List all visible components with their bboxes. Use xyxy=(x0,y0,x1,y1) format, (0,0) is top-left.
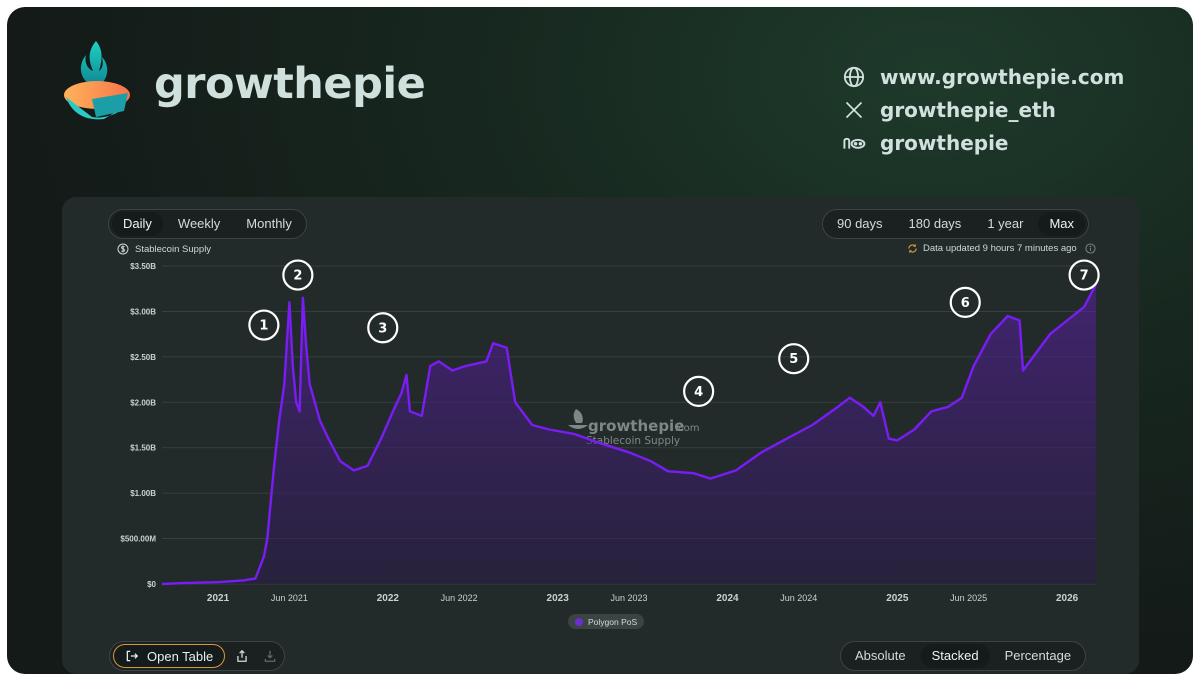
social-links: www.growthepie.com growthepie_eth growth… xyxy=(842,60,1124,159)
x-tick-label: 2023 xyxy=(547,593,570,604)
x-tick-label: Jun 2022 xyxy=(441,593,478,603)
range-90-days-button[interactable]: 90 days xyxy=(837,216,883,231)
annotation-label: 4 xyxy=(694,385,703,400)
x-tick-label: Jun 2024 xyxy=(780,593,817,603)
series-line-polygon-pos[interactable] xyxy=(161,283,1098,586)
dollar-circle-icon xyxy=(117,243,129,255)
y-tick-label: $3.50B xyxy=(130,262,156,271)
exit-arrow-icon xyxy=(126,650,139,662)
data-updated-text: Data updated 9 hours 7 minutes ago xyxy=(923,243,1077,254)
brand-name: growthepie xyxy=(154,59,426,109)
social-lens[interactable]: growthepie xyxy=(842,126,1124,159)
screenshot-frame: growthepie www.growthepie.com growthepie… xyxy=(7,7,1193,674)
display-mode-selector: Absolute Stacked Percentage xyxy=(840,641,1087,671)
annotation-marker-5: 5 xyxy=(778,343,810,375)
y-tick-label: $3.00B xyxy=(130,307,156,316)
x-tick-label: Jun 2025 xyxy=(950,593,987,603)
range-max-button[interactable]: Max xyxy=(1038,212,1086,236)
annotation-circle xyxy=(1068,259,1100,291)
social-website-text: www.growthepie.com xyxy=(880,64,1125,89)
social-x-text: growthepie_eth xyxy=(880,97,1056,122)
y-tick-label: $2.00B xyxy=(130,398,156,407)
open-table-button[interactable]: Open Table xyxy=(113,644,226,668)
annotation-label: 7 xyxy=(1080,269,1089,284)
mode-stacked-button[interactable]: Stacked xyxy=(920,644,990,668)
range-180-days-button[interactable]: 180 days xyxy=(908,216,962,231)
growthepie-logo-icon xyxy=(64,41,130,120)
x-tick-label: Jun 2021 xyxy=(271,593,308,603)
annotation-marker-3: 3 xyxy=(367,312,399,344)
x-axis-ticks: 2021 Jun 2021 2022 Jun 2022 2023 Jun 2023 2024… xyxy=(207,593,1079,604)
annotation-marker-7: 7 xyxy=(1068,259,1100,291)
x-tick-label: 2022 xyxy=(377,593,400,604)
info-icon[interactable] xyxy=(1085,243,1096,254)
frequency-daily-button[interactable]: Daily xyxy=(112,212,163,236)
annotation-markers: 1 2 3 4 5 6 7 xyxy=(248,259,1100,407)
stablecoin-supply-chart: $0 $500.00M $1.00B $1.50B $2.00B $2.50B $3.00B… xyxy=(120,259,1100,604)
annotation-circle xyxy=(367,312,399,344)
mode-percentage-button[interactable]: Percentage xyxy=(1004,648,1072,663)
annotation-circle xyxy=(683,375,715,407)
annotation-circle xyxy=(282,259,314,291)
frequency-selector: Daily Weekly Monthly xyxy=(108,209,307,239)
y-tick-label: $1.00B xyxy=(130,489,156,498)
share-icon[interactable] xyxy=(231,645,253,667)
annotation-label: 2 xyxy=(293,269,302,284)
metric-label: Stablecoin Supply xyxy=(117,243,211,255)
annotation-label: 3 xyxy=(378,321,387,336)
range-1-year-button[interactable]: 1 year xyxy=(987,216,1024,231)
annotation-marker-4: 4 xyxy=(683,375,715,407)
annotation-label: 5 xyxy=(789,352,798,367)
watermark-logo-icon xyxy=(568,409,588,429)
annotation-marker-6: 6 xyxy=(949,286,981,318)
refresh-icon xyxy=(908,244,917,253)
chart-panel: Daily Weekly Monthly 90 days 180 days 1 … xyxy=(62,197,1139,674)
annotation-marker-2: 2 xyxy=(282,259,314,291)
open-table-label: Open Table xyxy=(147,648,214,664)
y-tick-label: $500.00M xyxy=(120,535,156,544)
x-tick-label: Jun 2023 xyxy=(610,593,647,603)
globe-icon xyxy=(842,65,866,89)
legend-label: Polygon PoS xyxy=(588,616,638,627)
annotation-circle xyxy=(949,286,981,318)
frequency-weekly-button[interactable]: Weekly xyxy=(177,216,221,231)
social-website[interactable]: www.growthepie.com xyxy=(842,60,1124,93)
table-actions: Open Table xyxy=(109,641,286,671)
annotation-marker-1: 1 xyxy=(248,309,280,341)
lens-icon xyxy=(842,131,866,155)
watermark-suffix: .com xyxy=(675,423,700,434)
x-logo-icon xyxy=(842,98,866,122)
x-tick-label: 2025 xyxy=(886,593,909,604)
y-axis-ticks: $0 $500.00M $1.00B $1.50B $2.00B $2.50B $3.00B… xyxy=(120,262,156,589)
social-lens-text: growthepie xyxy=(880,130,1009,155)
y-tick-label: $1.50B xyxy=(130,444,156,453)
metric-label-text: Stablecoin Supply xyxy=(135,243,212,255)
annotation-circle xyxy=(248,309,280,341)
mode-absolute-button[interactable]: Absolute xyxy=(855,648,906,663)
social-x[interactable]: growthepie_eth xyxy=(842,93,1124,126)
y-tick-label: $2.50B xyxy=(130,353,156,362)
chart-watermark: growthepie .com Stablecoin Supply xyxy=(568,409,700,447)
annotation-label: 1 xyxy=(259,319,268,334)
download-icon[interactable] xyxy=(259,645,281,667)
watermark-subtitle: Stablecoin Supply xyxy=(586,435,680,447)
timespan-selector: 90 days 180 days 1 year Max xyxy=(822,209,1090,239)
annotation-circle xyxy=(778,343,810,375)
watermark-brand: growthepie xyxy=(588,417,684,435)
series-area-polygon-pos xyxy=(162,284,1096,584)
frequency-monthly-button[interactable]: Monthly xyxy=(246,216,292,231)
legend-swatch xyxy=(575,617,583,626)
x-tick-label: 2024 xyxy=(716,593,739,604)
x-tick-label: 2021 xyxy=(207,593,230,604)
data-updated-status: Data updated 9 hours 7 minutes ago xyxy=(907,243,1096,254)
legend-item-polygon-pos[interactable]: Polygon PoS xyxy=(568,614,645,629)
y-tick-label: $0 xyxy=(147,580,156,589)
annotation-label: 6 xyxy=(961,296,970,311)
x-tick-label: 2026 xyxy=(1056,593,1079,604)
